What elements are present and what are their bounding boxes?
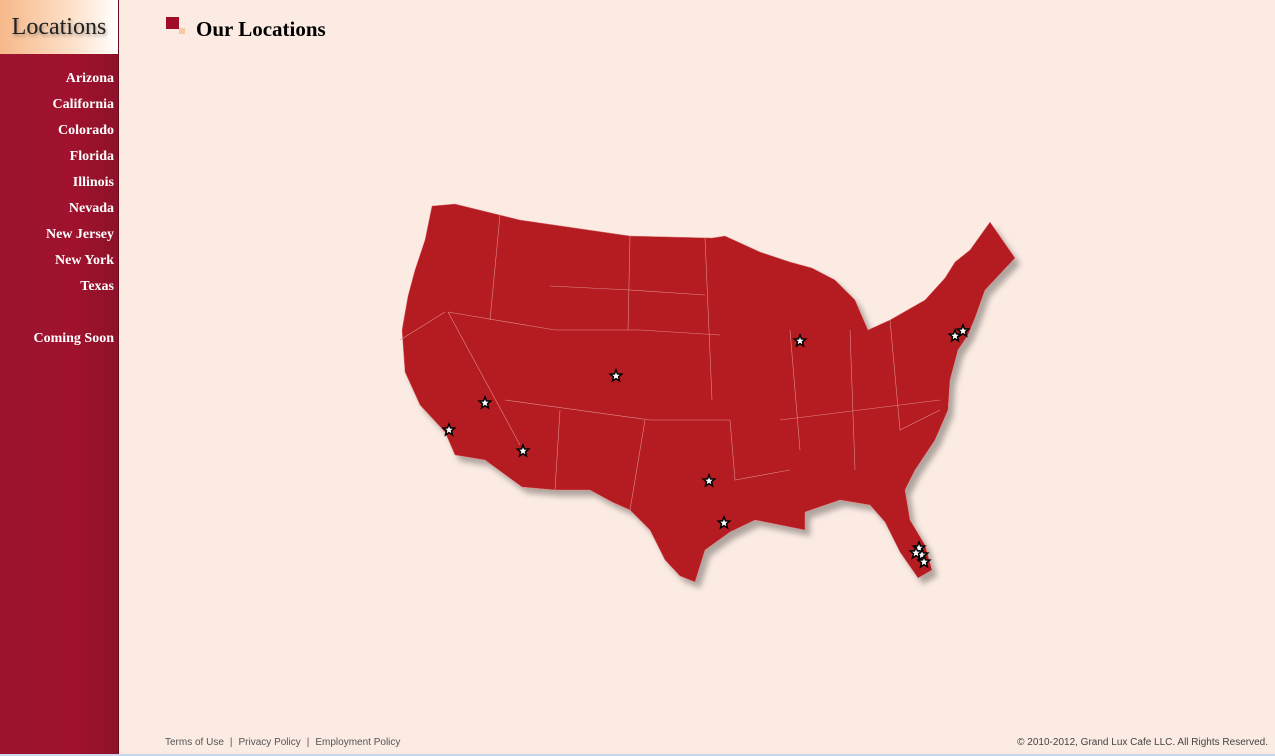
nav-california[interactable]: California [52,97,114,112]
nav-new-jersey[interactable]: New Jersey [45,227,114,242]
terms-of-use-link[interactable]: Terms of Use [165,737,224,748]
employment-policy-link[interactable]: Employment Policy [315,737,401,748]
star-icon[interactable] [916,553,932,569]
star-icon[interactable] [701,472,717,488]
location-markers [441,322,971,569]
us-map-shape [401,203,1016,583]
state-borders [399,214,941,511]
star-icon[interactable] [515,442,531,458]
star-icon[interactable] [792,332,808,348]
nav-illinois[interactable]: Illinois [72,175,114,190]
title-square-icon [166,17,179,29]
star-icon[interactable] [477,394,493,410]
nav-coming-soon[interactable]: Coming Soon [33,331,114,346]
nav-arizona[interactable]: Arizona [65,71,114,86]
star-icon[interactable] [716,514,732,530]
separator: | [229,737,233,748]
privacy-policy-link[interactable]: Privacy Policy [238,737,301,748]
page-title: Our Locations [196,17,326,41]
nav-colorado[interactable]: Colorado [58,123,114,138]
separator: | [306,737,310,748]
nav-nevada[interactable]: Nevada [68,201,114,216]
footer-links: Terms of Use | Privacy Policy | Employment P… [165,737,400,748]
star-icon[interactable] [441,421,457,437]
star-icon[interactable] [608,367,624,383]
star-icon[interactable] [908,544,924,560]
sidebar: Locations Arizona California Colorado Fl… [0,0,119,756]
nav-florida[interactable]: Florida [69,149,114,164]
nav-texas[interactable]: Texas [80,279,114,294]
nav-new-york[interactable]: New York [55,253,114,268]
copyright: © 2010-2012, Grand Lux Cafe LLC. All Rig… [1017,737,1268,748]
bottom-border [0,754,1275,756]
sidebar-heading: Locations [0,0,118,54]
star-icon[interactable] [955,322,971,338]
title-square-small-icon [179,28,185,34]
